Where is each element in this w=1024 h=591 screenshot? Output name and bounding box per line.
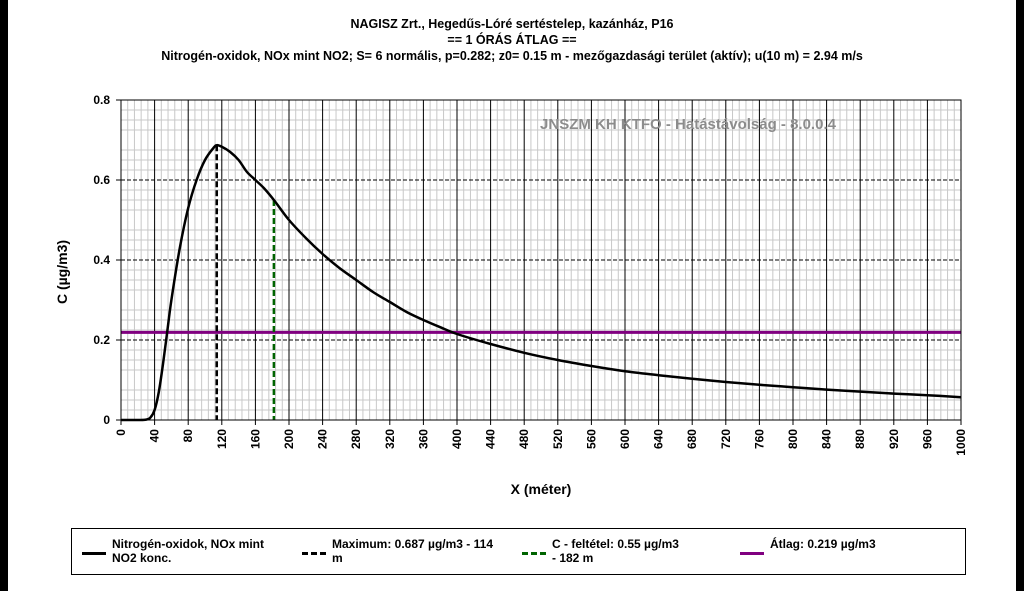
legend-label-average: Átlag: 0.219 µg/m3	[770, 537, 876, 551]
series-line-concentration	[120, 143, 962, 422]
x-tick-label: 40	[148, 429, 162, 443]
x-tick-label: 640	[652, 429, 666, 449]
legend-label-condition-line1: C - feltétel: 0.55 µg/m3	[552, 537, 679, 551]
y-tick-label: 0.2	[93, 333, 110, 347]
x-tick-label: 840	[820, 429, 834, 449]
x-tick-label: 440	[484, 429, 498, 449]
y-tick-label: 0.6	[93, 173, 110, 187]
x-tick-label: 280	[349, 429, 363, 449]
x-axis-label: X (méter)	[511, 481, 572, 497]
legend-swatch-average	[740, 552, 764, 555]
y-axis-label: C (µg/m3)	[54, 240, 70, 304]
x-tick-label: 880	[853, 429, 867, 449]
y-tick-label: 0.4	[93, 253, 110, 267]
legend-swatch-concentration	[82, 552, 106, 555]
x-tick-label: 80	[181, 429, 195, 443]
y-tick-label: 0	[103, 413, 110, 427]
x-tick-label: 200	[282, 429, 296, 449]
x-tick-label: 400	[450, 429, 464, 449]
x-tick-label: 360	[416, 429, 430, 449]
chart-titles: NAGISZ Zrt., Hegedűs-Lóré sertéstelep, k…	[0, 16, 1024, 64]
watermark-text: JNSZM KH KTFO - Hatástávolság - 8.0.0.4	[540, 116, 837, 133]
x-tick-label: 960	[920, 429, 934, 449]
x-tick-label: 480	[517, 429, 531, 449]
x-tick-label: 720	[719, 429, 733, 449]
x-tick-label: 680	[685, 429, 699, 449]
x-tick-label: 800	[786, 429, 800, 449]
chart-subtitle-parameters: Nitrogén-oxidok, NOx mint NO2; S= 6 norm…	[161, 49, 863, 63]
x-tick-label: 0	[114, 429, 128, 436]
x-tick-label: 520	[551, 429, 565, 449]
legend-label-concentration-line2: NO2 konc.	[112, 551, 172, 565]
legend: Nitrogén-oxidok, NOx mint NO2 konc. Maxi…	[71, 528, 966, 575]
x-tick-label: 560	[584, 429, 598, 449]
chart-title: NAGISZ Zrt., Hegedűs-Lóré sertéstelep, k…	[350, 17, 674, 31]
legend-swatch-condition	[522, 552, 546, 555]
legend-label-maximum-line2: m	[332, 551, 343, 565]
x-tick-label: 600	[618, 429, 632, 449]
legend-swatch-maximum	[302, 552, 326, 555]
legend-label-concentration-line1: Nitrogén-oxidok, NOx mint	[112, 537, 265, 551]
x-tick-label: 120	[215, 429, 229, 449]
legend-label-maximum-line1: Maximum: 0.687 µg/m3 - 114	[332, 537, 493, 551]
x-tick-label: 160	[248, 429, 262, 449]
x-tick-label: 320	[383, 429, 397, 449]
chart-subtitle: == 1 ÓRÁS ÁTLAG ==	[447, 33, 577, 47]
x-tick-label: 240	[316, 429, 330, 449]
x-tick-label: 1000	[954, 429, 968, 456]
y-tick-label: 0.8	[93, 93, 110, 107]
legend-label-condition-line2: - 182 m	[552, 551, 594, 565]
x-tick-label: 760	[752, 429, 766, 449]
x-tick-label: 920	[887, 429, 901, 449]
